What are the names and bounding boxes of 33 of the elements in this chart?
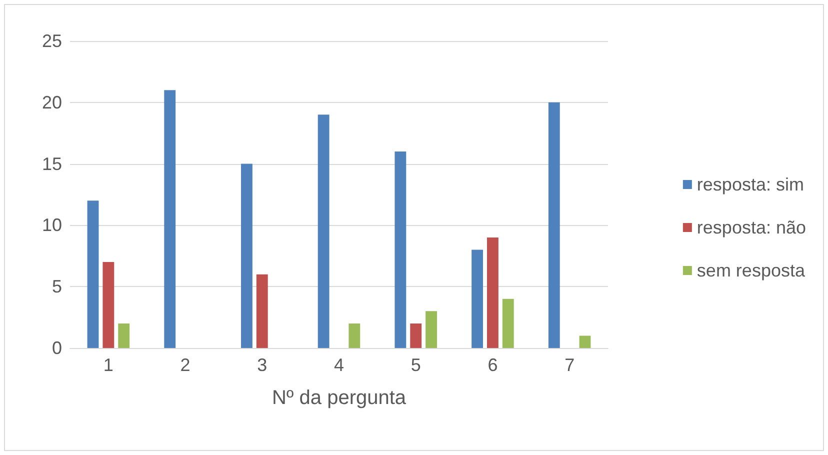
y-tick-label: 5 xyxy=(52,276,62,297)
x-axis-title: Nº da pergunta xyxy=(272,387,407,409)
legend-label: resposta: sim xyxy=(696,174,804,194)
x-tick-label: 6 xyxy=(488,355,498,375)
y-tick-label: 15 xyxy=(42,154,62,174)
legend-label: sem resposta xyxy=(696,260,806,280)
bar xyxy=(579,336,591,348)
bar xyxy=(87,200,99,348)
bar xyxy=(410,323,422,348)
bar xyxy=(241,164,252,348)
y-tick-label: 10 xyxy=(42,215,62,236)
bar xyxy=(164,90,176,348)
x-tick-label: 7 xyxy=(564,355,575,375)
bar xyxy=(394,152,406,348)
bar xyxy=(318,114,330,348)
bar xyxy=(426,311,437,348)
legend-label: resposta: não xyxy=(696,218,806,238)
bar xyxy=(487,237,498,348)
bar xyxy=(548,102,560,348)
y-tick-label: 25 xyxy=(42,31,62,51)
x-tick-label: 5 xyxy=(410,355,421,375)
x-tick-label: 4 xyxy=(334,355,344,375)
bar xyxy=(472,250,484,348)
bar xyxy=(118,323,130,348)
x-tick-label: 3 xyxy=(257,355,268,375)
x-tick-label: 2 xyxy=(180,355,190,375)
x-tick-label: 1 xyxy=(103,355,114,375)
bar xyxy=(502,298,514,348)
y-tick-label: 20 xyxy=(42,92,62,112)
bar xyxy=(256,274,268,348)
bar xyxy=(348,323,360,348)
y-tick-label: 0 xyxy=(52,338,62,358)
bar xyxy=(102,262,114,348)
